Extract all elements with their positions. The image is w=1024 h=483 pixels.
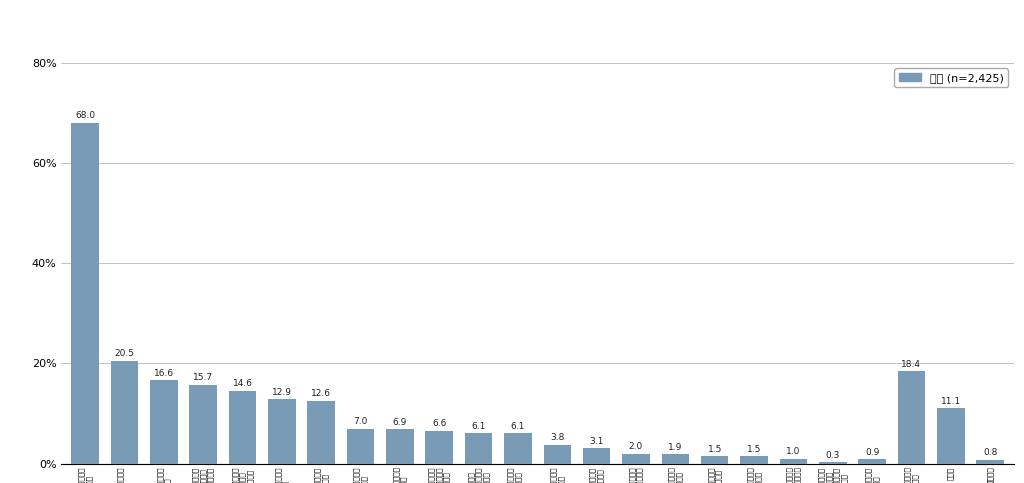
Text: 20.5: 20.5 — [115, 349, 134, 358]
Text: 1.5: 1.5 — [746, 445, 761, 454]
Bar — [898, 371, 926, 464]
Text: 11.1: 11.1 — [941, 397, 961, 406]
Text: 【企業調査】Q8.テレワークを導入・実施していない理由/MA（テレワーク非実施企業）: 【企業調査】Q8.テレワークを導入・実施していない理由/MA（テレワーク非実施企… — [328, 18, 696, 33]
Text: 1.0: 1.0 — [786, 447, 801, 456]
Text: 14.6: 14.6 — [232, 379, 253, 388]
Text: 3.1: 3.1 — [590, 437, 604, 446]
Bar — [976, 460, 1004, 464]
Bar — [189, 385, 217, 464]
Bar — [504, 433, 531, 464]
Bar — [465, 433, 493, 464]
Text: 6.1: 6.1 — [511, 422, 525, 431]
Bar — [228, 391, 256, 464]
Text: 1.5: 1.5 — [708, 445, 722, 454]
Text: 1.9: 1.9 — [668, 442, 683, 452]
Text: 3.8: 3.8 — [550, 433, 564, 442]
Bar — [72, 123, 99, 464]
Bar — [858, 459, 886, 464]
Bar — [386, 429, 414, 464]
Bar — [819, 462, 847, 464]
Bar — [583, 448, 610, 464]
Text: 16.6: 16.6 — [154, 369, 174, 378]
Text: 68.0: 68.0 — [75, 112, 95, 120]
Text: 0.8: 0.8 — [983, 448, 997, 457]
Bar — [347, 428, 375, 464]
Bar — [307, 400, 335, 464]
Text: 6.9: 6.9 — [392, 418, 408, 426]
Bar — [662, 454, 689, 464]
Text: 7.0: 7.0 — [353, 417, 368, 426]
Bar — [268, 399, 296, 464]
Bar — [544, 445, 571, 464]
Text: 12.9: 12.9 — [271, 387, 292, 397]
Text: 12.6: 12.6 — [311, 389, 331, 398]
Text: 15.7: 15.7 — [194, 373, 213, 383]
Bar — [150, 381, 177, 464]
Text: 6.6: 6.6 — [432, 419, 446, 428]
Bar — [779, 459, 807, 464]
Bar — [623, 454, 650, 464]
Legend: 全体 (n=2,425): 全体 (n=2,425) — [894, 69, 1009, 87]
Text: 2.0: 2.0 — [629, 442, 643, 451]
Text: 18.4: 18.4 — [901, 360, 922, 369]
Bar — [700, 456, 728, 464]
Text: 0.3: 0.3 — [825, 451, 840, 460]
Bar — [937, 408, 965, 464]
Bar — [111, 361, 138, 464]
Text: 6.1: 6.1 — [471, 422, 485, 431]
Text: 無回答: 無回答 — [987, 479, 993, 483]
Text: 0.9: 0.9 — [865, 448, 880, 456]
Bar — [425, 431, 453, 464]
Bar — [740, 456, 768, 464]
